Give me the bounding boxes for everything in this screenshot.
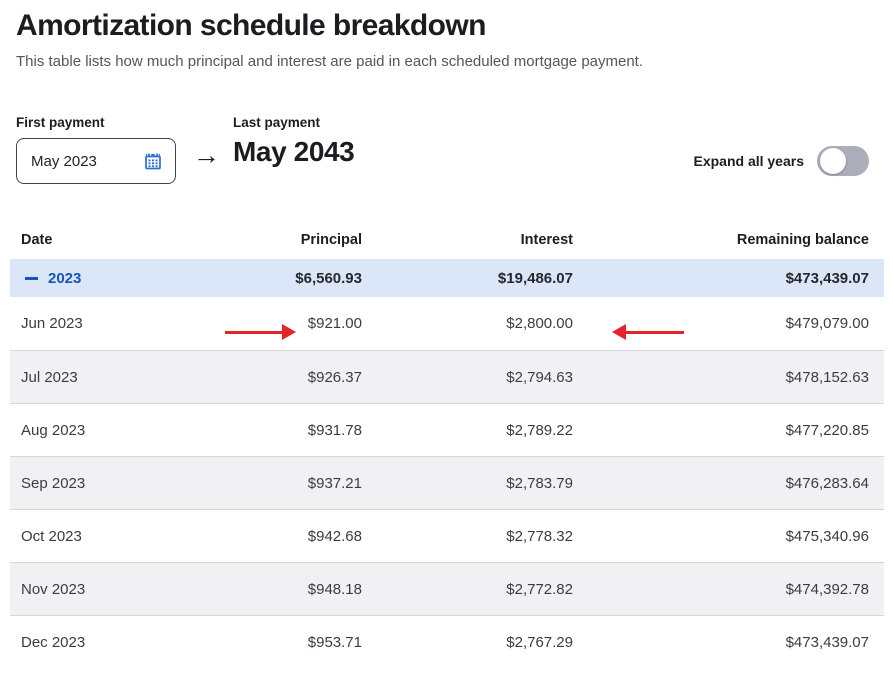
row-remaining-balance: $475,340.96 xyxy=(785,527,869,545)
toggle-knob xyxy=(820,148,846,174)
last-payment-field: Last payment May 2043 xyxy=(233,115,355,169)
row-principal: $921.00 xyxy=(307,315,362,332)
last-payment-label: Last payment xyxy=(233,115,321,130)
page-subtitle: This table lists how much principal and … xyxy=(16,53,644,70)
collapse-minus-icon[interactable] xyxy=(25,276,38,280)
table-row: Jul 2023 $926.37 $2,794.63 $478,152.63 xyxy=(10,350,884,403)
expand-all-years-toggle[interactable] xyxy=(817,146,869,176)
amortization-table: Date Principal Interest Remaining balanc… xyxy=(10,220,884,668)
first-payment-field: First payment May 2023 xyxy=(16,115,176,184)
right-arrow-glyph: → xyxy=(193,140,220,170)
row-remaining-balance: $479,079.00 xyxy=(785,315,869,332)
row-principal: $948.18 xyxy=(307,580,362,598)
table-row: Nov 2023 $948.18 $2,772.82 $474,392.78 xyxy=(10,562,884,615)
year-remaining-balance: $473,439.07 xyxy=(785,269,869,287)
expand-all-years-label: Expand all years xyxy=(693,153,804,169)
row-principal: $942.68 xyxy=(307,527,362,545)
table-row: Oct 2023 $942.68 $2,778.32 $475,340.96 xyxy=(10,509,884,562)
row-interest: $2,800.00 xyxy=(506,315,573,332)
table-row: Dec 2023 $953.71 $2,767.29 $473,439.07 xyxy=(10,615,884,668)
row-interest: $2,778.32 xyxy=(506,527,573,545)
row-remaining-balance: $473,439.07 xyxy=(785,633,869,651)
row-remaining-balance: $476,283.64 xyxy=(785,474,869,492)
row-interest: $2,789.22 xyxy=(506,421,573,439)
year-label: 2023 xyxy=(48,269,82,287)
row-interest: $2,794.63 xyxy=(506,368,573,386)
table-header-row: Date Principal Interest Remaining balanc… xyxy=(10,220,884,259)
year-interest: $19,486.07 xyxy=(497,269,573,287)
row-date: Nov 2023 xyxy=(21,580,86,598)
header-date: Date xyxy=(21,231,53,248)
page-title: Amortization schedule breakdown xyxy=(16,9,486,42)
row-interest: $2,783.79 xyxy=(506,474,573,492)
expand-all-years-control: Expand all years xyxy=(693,146,869,176)
year-cell[interactable]: 2023 xyxy=(21,270,171,287)
row-remaining-balance: $474,392.78 xyxy=(785,580,869,598)
table-row: Jun 2023 $921.00 $2,800.00 $479,079.00 xyxy=(10,297,884,350)
row-date: Oct 2023 xyxy=(21,527,82,545)
row-principal: $931.78 xyxy=(307,421,362,439)
row-principal: $953.71 xyxy=(307,633,362,651)
row-principal: $937.21 xyxy=(307,474,362,492)
last-payment-value: May 2043 xyxy=(233,136,355,167)
header-principal: Principal xyxy=(300,231,362,248)
row-remaining-balance: $477,220.85 xyxy=(785,421,869,439)
row-date: Jul 2023 xyxy=(21,368,78,386)
table-row: Sep 2023 $937.21 $2,783.79 $476,283.64 xyxy=(10,456,884,509)
row-date: Sep 2023 xyxy=(21,474,86,492)
first-payment-date-input[interactable]: May 2023 xyxy=(16,138,176,184)
row-principal: $926.37 xyxy=(307,368,362,386)
first-payment-value: May 2023 xyxy=(31,152,97,170)
row-interest: $2,772.82 xyxy=(506,580,573,598)
row-date: Jun 2023 xyxy=(21,315,83,332)
month-rows: Jun 2023 $921.00 $2,800.00 $479,079.00 J… xyxy=(10,297,884,668)
row-remaining-balance: $478,152.63 xyxy=(785,368,869,386)
calendar-icon[interactable] xyxy=(143,151,163,171)
year-principal: $6,560.93 xyxy=(295,269,362,287)
first-payment-label: First payment xyxy=(16,115,105,130)
payment-range-controls: First payment May 2023 xyxy=(16,115,869,184)
header-remaining-balance: Remaining balance xyxy=(736,231,869,248)
year-row-2023[interactable]: 2023 $6,560.93 $19,486.07 $473,439.07 xyxy=(10,259,884,297)
row-date: Dec 2023 xyxy=(21,633,86,651)
row-date: Aug 2023 xyxy=(21,421,86,439)
row-interest: $2,767.29 xyxy=(506,633,573,651)
header-interest: Interest xyxy=(520,231,573,248)
table-row: Aug 2023 $931.78 $2,789.22 $477,220.85 xyxy=(10,403,884,456)
